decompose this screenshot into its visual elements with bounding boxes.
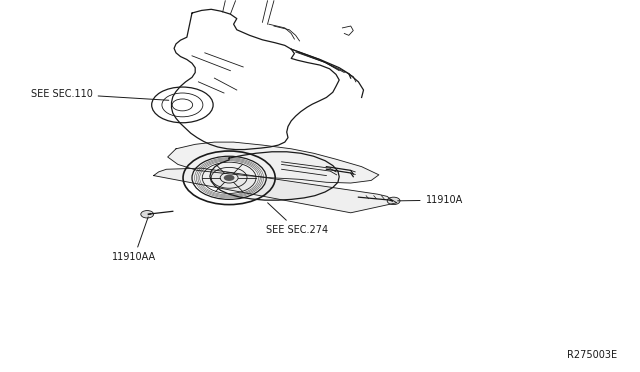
Polygon shape bbox=[210, 152, 339, 200]
Text: 11910A: 11910A bbox=[397, 195, 463, 205]
Circle shape bbox=[141, 211, 154, 218]
Text: 11910AA: 11910AA bbox=[112, 217, 156, 262]
Text: SEE SEC.110: SEE SEC.110 bbox=[31, 89, 169, 100]
Text: R275003E: R275003E bbox=[568, 350, 618, 360]
Text: SEE SEC.274: SEE SEC.274 bbox=[266, 203, 328, 235]
Polygon shape bbox=[154, 168, 397, 213]
Polygon shape bbox=[168, 142, 379, 183]
Circle shape bbox=[224, 175, 234, 181]
Circle shape bbox=[387, 197, 400, 205]
